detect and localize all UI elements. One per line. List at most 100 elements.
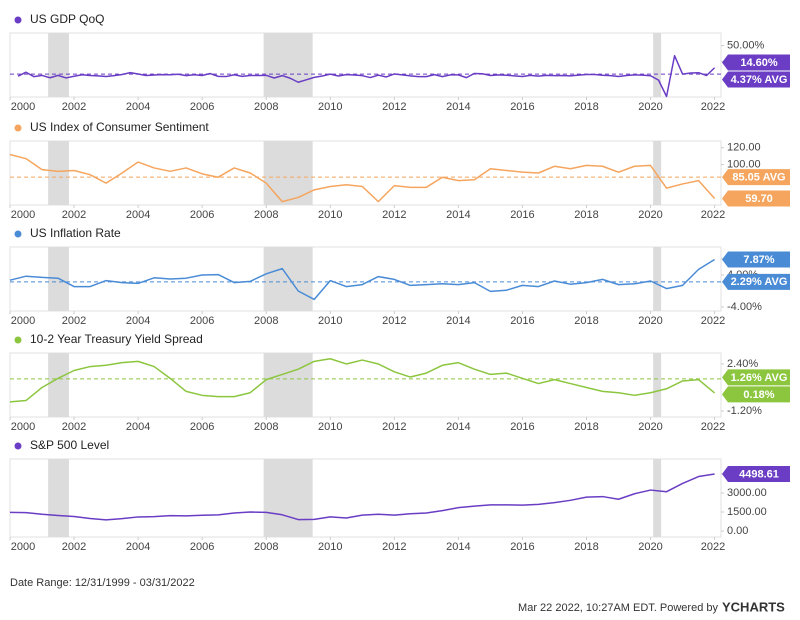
value-badge-label: 2.29% AVG <box>731 276 788 288</box>
x-tick-label: 2008 <box>254 209 278 221</box>
value-badge-label: 4498.61 <box>739 468 779 480</box>
legend-marker <box>14 230 22 238</box>
series-line <box>17 54 716 98</box>
y-tick-label: 100.00 <box>727 158 761 170</box>
x-tick-label: 2008 <box>254 541 278 553</box>
recession-band <box>263 459 313 537</box>
x-tick-label: 2010 <box>318 315 342 327</box>
y-tick-label: 0.00 <box>727 525 748 537</box>
x-tick-label: 2002 <box>62 209 86 221</box>
x-tick-label: 2008 <box>254 101 278 113</box>
x-tick-label: 2000 <box>11 315 35 327</box>
date-range: Date Range: 12/31/1999 - 03/31/2022 <box>10 577 195 589</box>
series-line <box>9 358 716 403</box>
value-badge-label: 14.60% <box>740 57 778 69</box>
x-tick-label: 2006 <box>190 101 214 113</box>
x-tick-label: 2014 <box>446 421 470 433</box>
value-badge <box>722 190 790 207</box>
x-tick-label: 2004 <box>126 421 150 433</box>
x-tick-label: 2006 <box>190 315 214 327</box>
x-tick-label: 2016 <box>510 421 534 433</box>
x-tick-label: 2000 <box>11 209 35 221</box>
y-tick-label: -1.20% <box>727 405 762 417</box>
x-tick-label: 2022 <box>701 315 725 327</box>
x-tick-label: 2012 <box>382 101 406 113</box>
legend-label: US Inflation Rate <box>30 226 121 240</box>
plot-frame <box>9 352 722 418</box>
x-tick-label: 2000 <box>11 541 35 553</box>
legend-marker <box>14 442 22 450</box>
series-line <box>9 258 715 301</box>
value-badge <box>722 71 790 88</box>
value-badge <box>722 386 790 403</box>
value-badge-label: 0.18% <box>743 389 774 401</box>
x-tick-label: 2002 <box>62 315 86 327</box>
recession-band <box>48 141 69 205</box>
x-tick-label: 2020 <box>638 421 662 433</box>
recession-band <box>653 353 662 417</box>
y-tick-label: -4.00% <box>727 301 762 313</box>
recession-band <box>653 247 662 311</box>
value-badge-label: 59.70 <box>745 193 773 205</box>
x-tick-label: 2022 <box>701 209 725 221</box>
x-tick-label: 2016 <box>510 101 534 113</box>
value-badge <box>722 169 790 186</box>
legend-label: S&P 500 Level <box>30 438 109 452</box>
x-tick-label: 2006 <box>190 421 214 433</box>
x-tick-label: 2010 <box>318 421 342 433</box>
series-line <box>9 153 716 203</box>
value-badge <box>722 369 790 386</box>
recession-band <box>653 33 662 97</box>
x-tick-label: 2022 <box>701 421 725 433</box>
x-tick-label: 2006 <box>190 541 214 553</box>
recession-band <box>48 33 69 97</box>
value-badge <box>722 465 790 482</box>
legend-marker <box>14 16 22 24</box>
x-tick-label: 2018 <box>574 101 598 113</box>
y-tick-label: 1500.00 <box>727 506 767 518</box>
x-tick-label: 2020 <box>638 541 662 553</box>
y-tick-label: 2.40% <box>727 358 758 370</box>
x-tick-label: 2014 <box>446 101 470 113</box>
x-tick-label: 2004 <box>126 315 150 327</box>
recession-band <box>263 141 313 205</box>
x-tick-label: 2002 <box>62 541 86 553</box>
x-tick-label: 2012 <box>382 421 406 433</box>
legend-label: 10-2 Year Treasury Yield Spread <box>30 332 203 346</box>
brand: YCHARTS <box>722 599 785 614</box>
y-tick-label: 50.00% <box>727 39 765 51</box>
value-badge <box>722 251 790 268</box>
x-tick-label: 2016 <box>510 541 534 553</box>
x-tick-label: 2022 <box>701 541 725 553</box>
value-badge-label: 7.87% <box>743 254 774 266</box>
x-tick-label: 2012 <box>382 209 406 221</box>
x-tick-label: 2018 <box>574 421 598 433</box>
x-tick-label: 2012 <box>382 541 406 553</box>
x-tick-label: 2010 <box>318 541 342 553</box>
legend-marker <box>14 336 22 344</box>
legend-label: US GDP QoQ <box>30 12 104 26</box>
y-tick-label: 120.00 <box>727 142 761 154</box>
recession-band <box>653 141 662 205</box>
recession-band <box>263 247 313 311</box>
x-tick-label: 2018 <box>574 209 598 221</box>
x-tick-label: 2004 <box>126 101 150 113</box>
x-tick-label: 2014 <box>446 209 470 221</box>
x-tick-label: 2002 <box>62 101 86 113</box>
x-tick-label: 2000 <box>11 421 35 433</box>
x-tick-label: 2004 <box>126 541 150 553</box>
value-badge <box>722 273 790 290</box>
plot-frame <box>9 246 722 312</box>
x-tick-label: 2006 <box>190 209 214 221</box>
x-tick-label: 2020 <box>638 315 662 327</box>
value-badge-label: 4.37% AVG <box>731 74 788 86</box>
x-tick-label: 2016 <box>510 209 534 221</box>
value-badge <box>722 54 790 71</box>
value-badge-label: 85.05 AVG <box>732 172 785 184</box>
recession-band <box>48 459 69 537</box>
recession-band <box>263 353 313 417</box>
x-tick-label: 2012 <box>382 315 406 327</box>
x-tick-label: 2020 <box>638 101 662 113</box>
